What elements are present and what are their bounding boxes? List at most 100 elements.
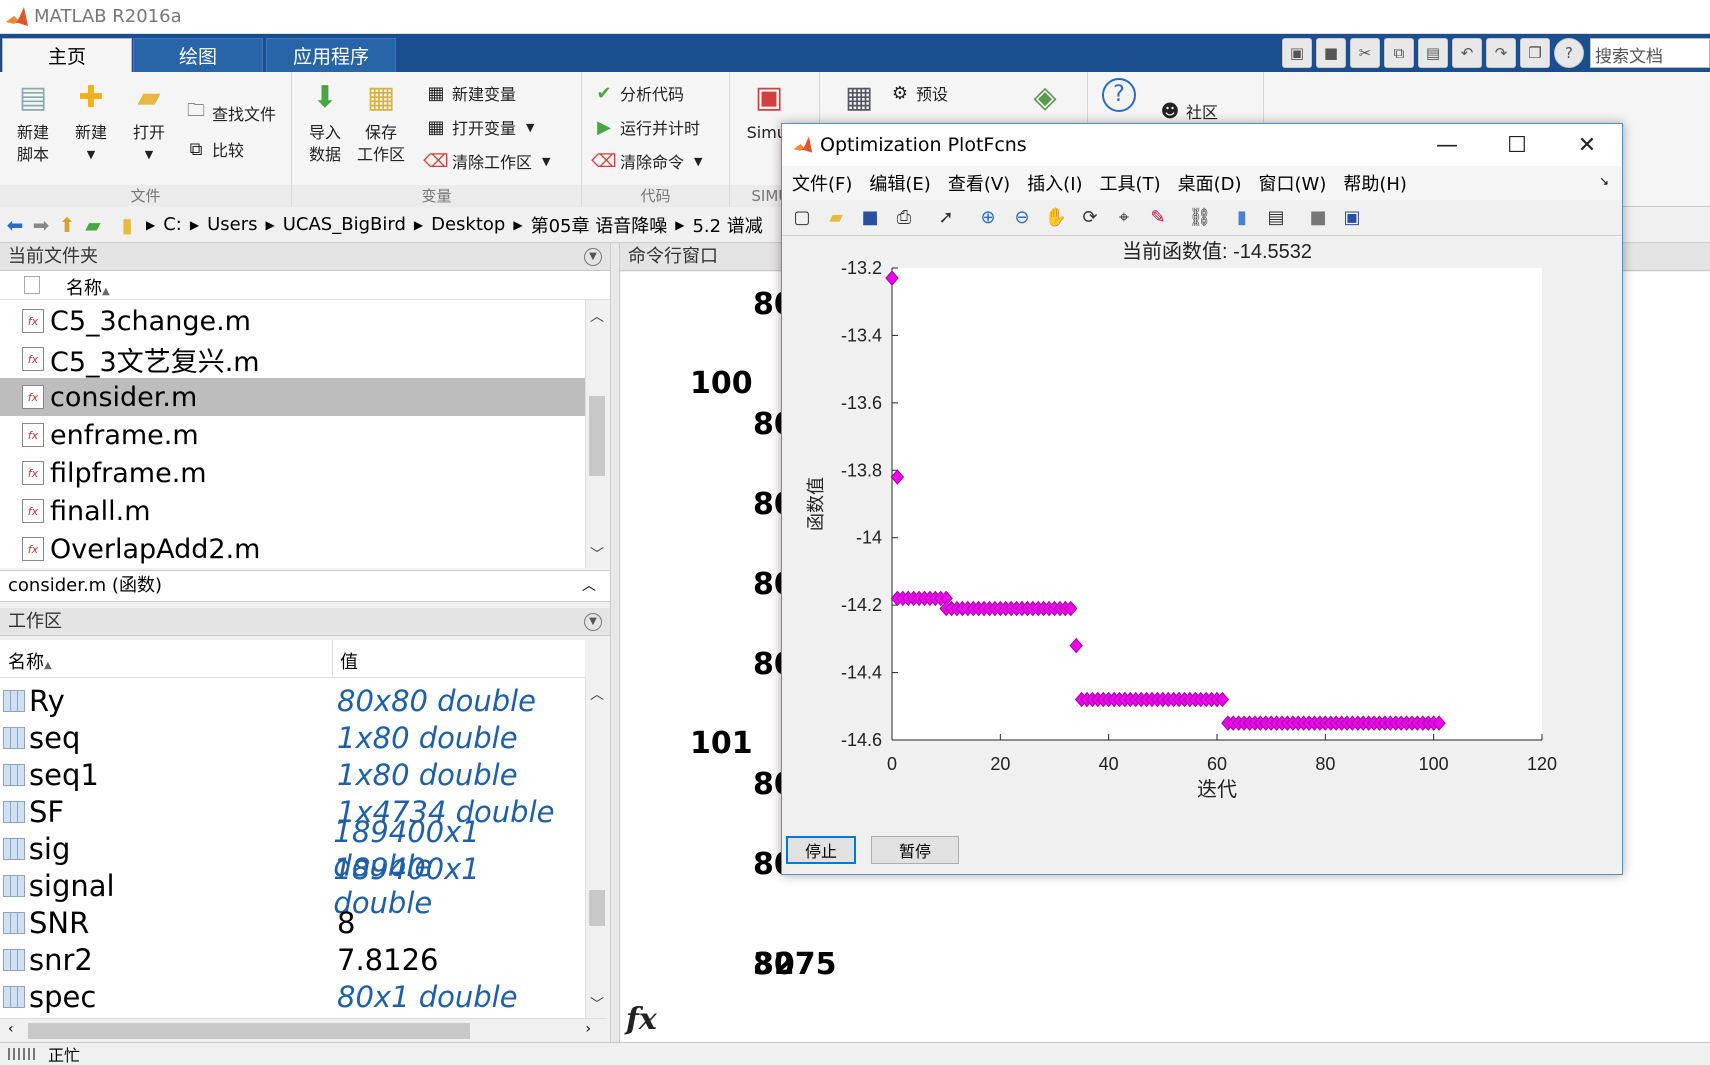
paste-icon[interactable]: ▤ [1418, 38, 1448, 68]
preferences-button[interactable]: ⚙ 预设 [888, 78, 948, 108]
workspace-scrollbar[interactable]: ︿ ﹀ [585, 678, 607, 1018]
zoom-out-icon[interactable]: ⊖ [1014, 207, 1030, 228]
maximize-icon[interactable]: ☐ [1507, 132, 1527, 158]
file-list-item[interactable]: fx enframe.m [0, 416, 585, 454]
compare-button[interactable]: ⧉ 比较 [184, 134, 244, 164]
chevron-down-icon[interactable]: ﹀ [590, 997, 604, 1013]
help-icon[interactable]: ? [1554, 38, 1584, 68]
plot-axes[interactable]: 当前函数值: -14.5532 0 20 40 60 80 100 120 -13.2 -13.4… [782, 236, 1622, 836]
find-files-button[interactable]: 🗀 查找文件 [184, 98, 276, 128]
panel-menu-icon[interactable]: ▼ [584, 613, 602, 631]
chevron-right-icon[interactable]: › [585, 1021, 591, 1037]
legend-icon[interactable]: ▤ [1267, 207, 1285, 228]
link-plot-icon[interactable]: ⛓ [1188, 207, 1212, 228]
add-ons-button[interactable]: ◈ [1016, 78, 1074, 122]
new-variable-button[interactable]: ▦ 新建变量 [424, 78, 516, 108]
panel-menu-icon[interactable]: ▼ [584, 248, 602, 266]
file-list-item[interactable]: fx finall.m [0, 492, 585, 530]
back-arrow-icon[interactable]: ⬅ [6, 212, 24, 237]
tab-plots[interactable]: 绘图 [133, 38, 263, 72]
colorbar-icon[interactable]: ▮ [1237, 207, 1247, 228]
save-workspace-button[interactable]: ▦ 保存 工作区 [356, 80, 405, 165]
clear-workspace-button[interactable]: ⌫ 清除工作区 ▼ [423, 150, 551, 173]
file-list-item[interactable]: fx C5_3文艺复兴.m [0, 340, 585, 378]
zoom-in-icon[interactable]: ⊕ [980, 207, 996, 228]
new-layout-icon[interactable]: ▣ [1282, 38, 1312, 68]
pan-hand-icon[interactable]: ✋ [1044, 207, 1068, 228]
breadcrumb-item[interactable]: Users [207, 214, 258, 235]
breadcrumb-item[interactable]: Desktop [431, 214, 506, 235]
forward-arrow-icon[interactable]: ➡ [32, 212, 50, 237]
workspace-row[interactable]: seq 1x80 double [0, 719, 585, 756]
file-list-item[interactable]: fx C5_3change.m [0, 302, 585, 340]
brush-icon[interactable]: ✎ [1150, 207, 1166, 228]
minimize-icon[interactable]: — [1436, 132, 1458, 158]
file-list-item[interactable]: fx OverlapAdd2.m [0, 530, 585, 568]
show-tools-icon[interactable]: ▣ [1343, 207, 1361, 228]
cut-icon[interactable]: ✂ [1350, 38, 1380, 68]
import-data-button[interactable]: ⬇ 导入 数据 [296, 78, 354, 166]
breadcrumb-item[interactable]: C: [163, 214, 182, 235]
figure-menu-item[interactable]: 插入(I) [1027, 174, 1083, 195]
file-list-scrollbar[interactable]: ︿ ﹀ [585, 300, 607, 568]
value-column-header[interactable]: 值 [340, 652, 358, 673]
browse-folder-icon[interactable]: ▰ [85, 212, 101, 237]
chevron-down-icon[interactable]: ﹀ [590, 547, 604, 563]
scrollbar-thumb[interactable] [28, 1023, 470, 1039]
scrollbar-thumb[interactable] [589, 890, 605, 926]
scrollbar-thumb[interactable] [589, 396, 605, 476]
figure-menu-item[interactable]: 编辑(E) [869, 174, 931, 195]
breadcrumb-item[interactable]: 第05章 语音降噪 [530, 215, 668, 237]
workspace-row[interactable]: sig 189400x1 double [0, 815, 585, 883]
workspace-row[interactable]: spec 80x1 double [0, 978, 585, 1015]
tab-apps[interactable]: 应用程序 [266, 38, 396, 72]
pause-button[interactable]: 暂停 [871, 836, 959, 864]
open-variable-button[interactable]: ▦ 打开变量 ▼ [424, 112, 534, 142]
save-icon[interactable]: ■ [1316, 38, 1346, 68]
chevron-left-icon[interactable]: ‹ [8, 1021, 14, 1037]
workspace-row[interactable]: Ry 80x80 double [0, 682, 585, 719]
workspace-row[interactable]: SF 1x4734 double [0, 793, 585, 830]
figure-menu-item[interactable]: 工具(T) [1099, 174, 1161, 195]
save-icon[interactable]: ■ [861, 207, 879, 228]
clear-commands-button[interactable]: ⌫ 清除命令 ▼ [591, 150, 703, 173]
redo-icon[interactable]: ↷ [1486, 38, 1516, 68]
hide-tools-icon[interactable]: ■ [1309, 207, 1327, 228]
new-figure-icon[interactable]: ▢ [793, 207, 811, 228]
new-button[interactable]: ✚ 新建 ▼ [62, 78, 120, 166]
file-list-item[interactable]: fx filpframe.m [0, 454, 585, 492]
dock-arrow-icon[interactable]: ↘ [1598, 174, 1609, 188]
name-column-header[interactable]: 名称▲ [66, 278, 110, 299]
pointer-icon[interactable]: ➚ [938, 207, 954, 228]
run-and-time-button[interactable]: ▶ 运行并计时 [592, 112, 700, 142]
figure-menu-item[interactable]: 桌面(D) [1177, 174, 1242, 195]
undo-icon[interactable]: ↶ [1452, 38, 1482, 68]
chevron-up-icon[interactable]: ︿ [582, 578, 596, 594]
workspace-row[interactable]: seq1 1x80 double [0, 756, 585, 793]
community-button[interactable]: ☻ 社区 [1158, 96, 1218, 126]
breadcrumb-item[interactable]: UCAS_BigBird [282, 214, 406, 235]
tab-home[interactable]: 主页 [2, 38, 132, 72]
panel-splitter[interactable] [610, 243, 620, 1042]
simulink-button[interactable]: ▣ Simul [746, 80, 792, 143]
figure-menu-item[interactable]: 窗口(W) [1258, 174, 1327, 195]
column-divider[interactable] [332, 640, 333, 678]
new-script-button[interactable]: ▤ 新建 脚本 [4, 78, 62, 166]
workspace-row[interactable]: signal 189400x1 double [0, 852, 585, 920]
file-list-item[interactable]: fx consider.m [0, 378, 585, 416]
fx-icon[interactable]: fx [626, 1002, 657, 1037]
copy-icon[interactable]: ⧉ [1384, 38, 1414, 68]
data-cursor-icon[interactable]: ⌖ [1118, 207, 1130, 228]
workspace-row[interactable]: snr2 7.8126 [0, 941, 585, 978]
workspace-row[interactable]: SNR 8 [0, 904, 585, 941]
close-icon[interactable]: ✕ [1577, 132, 1597, 158]
print-icon[interactable]: ⎙ [896, 207, 912, 228]
search-docs-input[interactable]: 搜索文档 [1590, 38, 1710, 68]
rotate-icon[interactable]: ⟳ [1082, 207, 1098, 228]
analyze-code-button[interactable]: ✔ 分析代码 [592, 78, 684, 108]
figure-menu-item[interactable]: 文件(F) [792, 174, 853, 195]
workspace-hscrollbar[interactable]: ‹ › [0, 1018, 607, 1042]
chevron-up-icon[interactable]: ︿ [590, 309, 604, 325]
stop-button[interactable]: 停止 [786, 836, 856, 864]
breadcrumb-item[interactable]: 5.2 谱减 [692, 215, 763, 237]
